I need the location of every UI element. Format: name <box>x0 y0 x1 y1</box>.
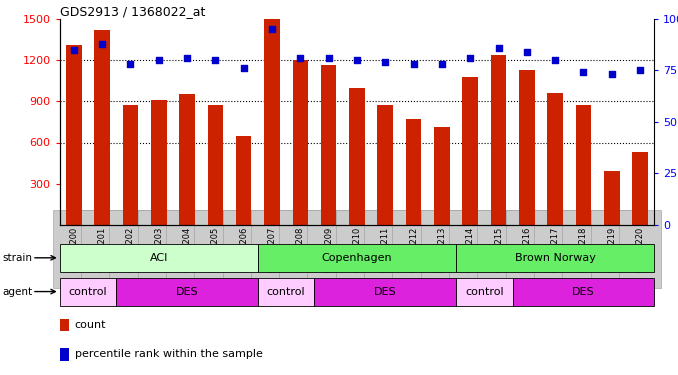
Bar <box>491 54 506 225</box>
Bar <box>604 171 620 225</box>
Point <box>493 45 504 51</box>
Bar <box>406 119 422 225</box>
Bar <box>519 70 535 225</box>
Bar <box>94 30 110 225</box>
Bar <box>258 244 456 272</box>
Point <box>408 61 419 67</box>
Bar <box>151 100 167 225</box>
Point <box>125 61 136 67</box>
Bar <box>60 244 258 272</box>
Point <box>578 69 589 75</box>
Bar <box>258 278 315 306</box>
Point <box>606 71 617 78</box>
Bar <box>576 105 591 225</box>
Text: ACI: ACI <box>150 253 168 263</box>
Bar <box>321 65 336 225</box>
Text: agent: agent <box>2 286 32 297</box>
Bar <box>513 278 654 306</box>
Bar <box>315 278 456 306</box>
Point <box>238 65 249 71</box>
Point <box>153 57 164 63</box>
Text: Brown Norway: Brown Norway <box>515 253 595 263</box>
Point <box>380 59 391 65</box>
Text: strain: strain <box>2 253 32 263</box>
Point <box>635 68 645 74</box>
Point <box>295 55 306 61</box>
Bar <box>60 319 68 332</box>
Text: percentile rank within the sample: percentile rank within the sample <box>75 349 262 359</box>
Point <box>97 40 108 46</box>
Text: control: control <box>267 286 306 297</box>
Text: DES: DES <box>572 286 595 297</box>
Text: Copenhagen: Copenhagen <box>321 253 393 263</box>
Text: control: control <box>465 286 504 297</box>
Bar <box>179 94 195 225</box>
Bar <box>434 128 450 225</box>
Bar <box>60 278 117 306</box>
Bar <box>292 60 308 225</box>
Point <box>323 55 334 61</box>
Point <box>266 26 277 32</box>
Text: DES: DES <box>176 286 199 297</box>
Bar <box>633 152 648 225</box>
Point <box>465 55 476 61</box>
Point <box>351 57 362 63</box>
Point <box>210 57 221 63</box>
Text: GDS2913 / 1368022_at: GDS2913 / 1368022_at <box>60 4 205 18</box>
Bar <box>349 87 365 225</box>
Point <box>182 55 193 61</box>
Point <box>437 61 447 67</box>
Bar <box>236 136 252 225</box>
Bar <box>378 105 393 225</box>
Bar <box>264 19 280 225</box>
Bar <box>123 105 138 225</box>
Bar <box>117 278 258 306</box>
Point <box>68 47 79 53</box>
Bar <box>207 105 223 225</box>
Point <box>550 57 561 63</box>
Bar <box>66 45 81 225</box>
Text: control: control <box>68 286 107 297</box>
Text: count: count <box>75 320 106 330</box>
Bar <box>547 93 563 225</box>
Bar <box>456 278 513 306</box>
Bar <box>462 76 478 225</box>
Text: DES: DES <box>374 286 397 297</box>
Point <box>521 49 532 55</box>
Bar <box>456 244 654 272</box>
Bar <box>60 348 68 360</box>
